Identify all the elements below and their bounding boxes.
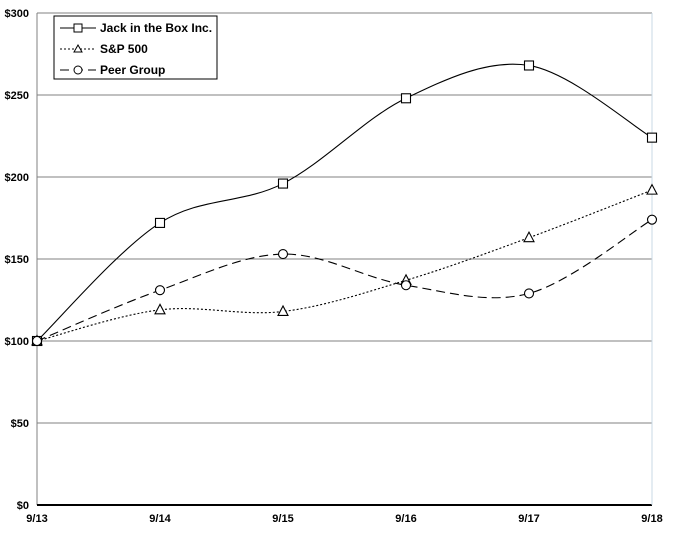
square-marker (646, 132, 658, 143)
triangle-marker-icon (73, 43, 83, 53)
y-tick-label: $300 (5, 8, 29, 20)
x-tick-label: 9/18 (641, 513, 662, 525)
square-marker (277, 178, 289, 189)
circle-marker (523, 288, 535, 299)
circle-marker (400, 280, 412, 291)
circle-marker-icon (73, 65, 83, 75)
legend-item: Peer Group (60, 63, 165, 77)
triangle-marker (523, 230, 535, 243)
triangle-marker (154, 303, 166, 315)
x-axis-ticks: 9/13 9/14 9/15 9/16 9/17 9/18 (26, 513, 662, 525)
y-tick-label: $250 (5, 90, 29, 102)
series-circle (31, 214, 658, 347)
circle-marker (31, 335, 43, 347)
x-tick-label: 9/15 (272, 513, 293, 525)
square-marker (523, 60, 535, 71)
square-marker-icon (73, 23, 83, 33)
series-lines (31, 60, 658, 347)
legend-label: S&P 500 (100, 42, 148, 56)
x-tick-label: 9/13 (26, 513, 47, 525)
y-axis-ticks: $0 $50 $100 $150 $200 $250 $300 (5, 8, 29, 512)
series-triangle (31, 183, 658, 346)
legend-label: Peer Group (100, 63, 165, 77)
x-tick-label: 9/16 (395, 513, 416, 525)
y-tick-label: $200 (5, 172, 29, 184)
x-tick-label: 9/17 (518, 513, 539, 525)
legend-item: S&P 500 (60, 42, 148, 56)
square-marker (400, 93, 412, 104)
series-line (36, 63, 653, 342)
legend: Jack in the Box Inc. S&P 500 Peer Group (53, 15, 218, 80)
legend-item: Jack in the Box Inc. (60, 21, 212, 35)
y-tick-label: $0 (17, 500, 29, 512)
y-tick-label: $100 (5, 336, 29, 348)
circle-marker (154, 285, 166, 296)
series-line (36, 189, 653, 342)
y-tick-label: $150 (5, 254, 29, 266)
x-tick-label: 9/14 (149, 513, 171, 525)
triangle-marker (277, 304, 289, 317)
gridlines (37, 12, 652, 424)
y-tick-label: $50 (11, 418, 29, 430)
circle-marker (646, 214, 658, 225)
legend-label: Jack in the Box Inc. (100, 21, 212, 35)
square-marker (154, 217, 166, 228)
triangle-marker (646, 183, 658, 195)
circle-marker (277, 249, 289, 260)
series-square (31, 60, 658, 347)
series-line (36, 219, 653, 342)
